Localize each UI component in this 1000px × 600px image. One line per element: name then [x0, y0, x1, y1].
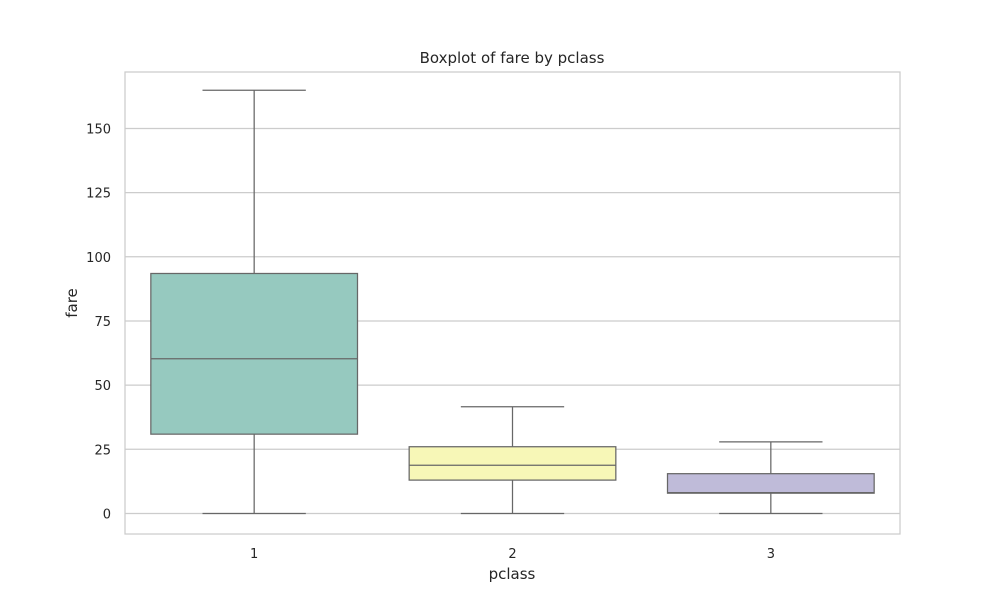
chart-title: Boxplot of fare by pclass	[420, 49, 605, 67]
y-tick-label-0: 0	[103, 507, 111, 522]
boxes	[150, 89, 875, 515]
y-axis-label: fare	[63, 288, 81, 318]
plot-frame	[124, 71, 901, 535]
x-tick-labels: 1 2 3	[250, 547, 775, 562]
x-tick-label-2: 2	[508, 547, 516, 562]
box-group-3	[666, 441, 875, 515]
x-tick-label-3: 3	[767, 547, 775, 562]
y-tick-label-50: 50	[94, 379, 111, 394]
box-1	[150, 272, 359, 435]
y-tick-label-125: 125	[86, 187, 111, 202]
y-tick-label-75: 75	[94, 315, 111, 330]
y-tick-label-100: 100	[86, 251, 111, 266]
x-tick-label-1: 1	[250, 547, 258, 562]
x-axis-label: pclass	[489, 565, 536, 583]
box-group-1	[150, 89, 359, 515]
box-3	[666, 473, 875, 494]
box-group-2	[408, 406, 617, 515]
y-tick-label-150: 150	[86, 122, 111, 137]
y-tick-label-25: 25	[94, 443, 111, 458]
y-tick-labels: 0 25 50 75 100 125 150	[86, 122, 111, 522]
box-2	[408, 446, 617, 481]
